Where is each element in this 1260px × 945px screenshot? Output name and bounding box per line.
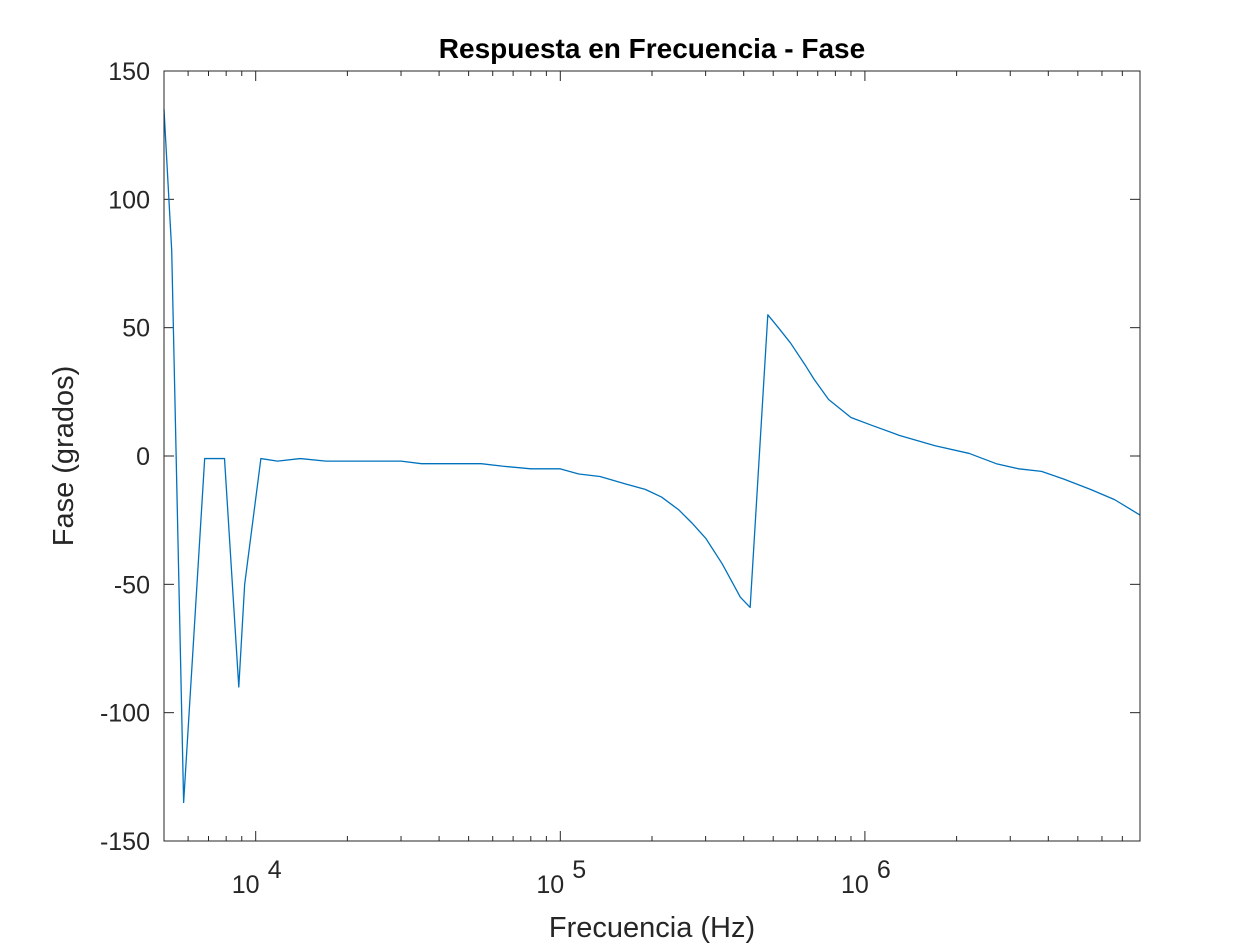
x-tick-exponent: 5 — [572, 856, 586, 884]
plot-area — [164, 71, 1140, 841]
phase-series-line — [163, 109, 1141, 804]
y-tick-label: -150 — [100, 828, 150, 856]
x-tick-exponent: 6 — [877, 856, 891, 884]
x-tick-label: 10 — [841, 871, 869, 899]
y-tick-label: 50 — [122, 315, 150, 343]
y-tick-label: 0 — [136, 443, 150, 471]
x-tick-label: 10 — [536, 871, 564, 899]
series-layer — [163, 109, 1141, 804]
y-tick-labels: 150 100 50 0 -50 -100 -150 — [100, 58, 150, 856]
x-tick-label: 10 — [232, 871, 260, 899]
y-tick-label: 100 — [108, 186, 150, 214]
y-tick-label: 150 — [108, 58, 150, 86]
minor-ticks — [163, 71, 1141, 841]
y-tick-label: -100 — [100, 700, 150, 728]
y-axis-label: Fase (grados) — [48, 366, 80, 547]
chart-title: Respuesta en Frecuencia - Fase — [439, 33, 865, 64]
x-tick-labels: 10 4 10 5 10 6 — [232, 856, 891, 899]
axes-box — [163, 70, 1141, 842]
x-axis-label: Frecuencia (Hz) — [549, 912, 755, 944]
y-tick-label: -50 — [114, 571, 150, 599]
x-tick-exponent: 4 — [268, 856, 282, 884]
